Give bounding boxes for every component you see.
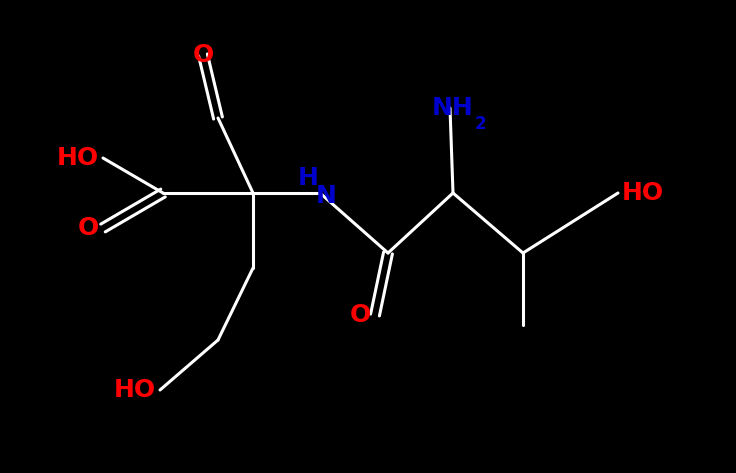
- Text: H: H: [297, 166, 319, 190]
- Text: O: O: [192, 43, 213, 67]
- Text: O: O: [78, 216, 99, 240]
- Text: HO: HO: [622, 181, 664, 205]
- Text: HO: HO: [57, 146, 99, 170]
- Text: HO: HO: [114, 378, 156, 402]
- Text: O: O: [350, 303, 371, 327]
- Text: NH: NH: [432, 96, 474, 120]
- Text: N: N: [316, 184, 336, 208]
- Text: 2: 2: [475, 115, 486, 133]
